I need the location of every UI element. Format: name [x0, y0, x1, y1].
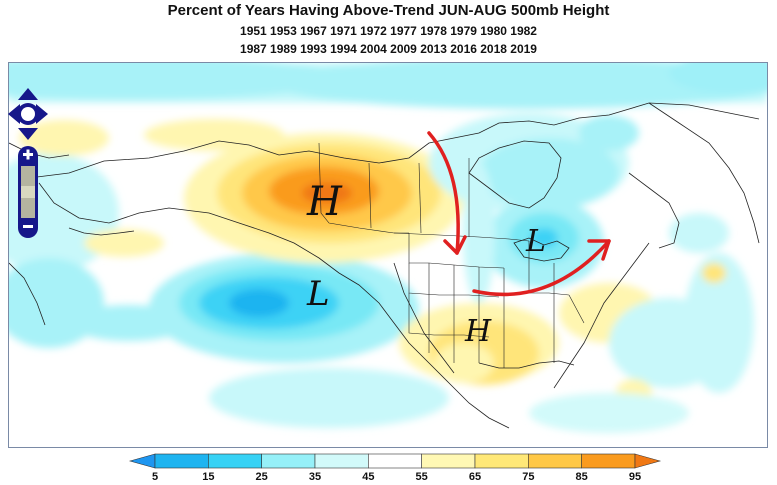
legend-tick-label: 15 — [202, 471, 215, 483]
alaska-high-label: H — [306, 179, 343, 225]
years-list-line-1: 1951 1953 1967 1971 1972 1977 1978 1979 … — [240, 24, 537, 38]
northerly-flow-arrow — [427, 131, 460, 255]
height-anomaly-map: H L L H — [9, 63, 767, 433]
legend-swatch — [581, 453, 636, 469]
shading-layer — [9, 63, 767, 433]
legend-tick-label: 35 — [308, 471, 322, 483]
color-legend — [128, 453, 662, 469]
legend-swatch — [154, 453, 209, 469]
legend-swatch — [261, 453, 316, 469]
legend-swatch — [368, 453, 422, 469]
pan-up-icon[interactable] — [18, 88, 38, 100]
legend-tick-label: 65 — [468, 471, 482, 483]
legend-tick-label: 85 — [575, 471, 588, 483]
legend-min-arrow — [128, 453, 156, 469]
pan-right-icon[interactable] — [36, 104, 48, 124]
pacific-low-label: L — [306, 274, 330, 314]
map-panel[interactable]: H L L H — [8, 62, 768, 448]
arrow-head-south — [443, 235, 467, 255]
legend-tick-label: 55 — [415, 471, 428, 483]
pressure-labels: H L L H — [306, 179, 546, 349]
legend-swatch — [208, 453, 262, 469]
great-lakes-low-label: L — [525, 224, 546, 259]
map-title: Percent of Years Having Above-Trend JUN-… — [167, 2, 610, 19]
southwest-flow-arrow — [472, 239, 611, 297]
legend-tick-label: 25 — [255, 471, 268, 483]
mexico-high-label: H — [464, 314, 492, 349]
flow-arrows — [427, 131, 611, 297]
pan-left-icon[interactable] — [8, 104, 20, 124]
map-navigation-control — [8, 88, 48, 238]
years-list-line-2: 1987 1989 1993 1994 2004 2009 2013 2016 … — [240, 42, 537, 56]
legend-swatch — [421, 453, 476, 469]
legend-tick-label: 5 — [151, 471, 159, 483]
legend-swatch — [528, 453, 582, 469]
legend-max-arrow — [634, 453, 662, 469]
legend-tick-label: 95 — [628, 471, 642, 483]
legend-tick-label: 45 — [362, 471, 375, 483]
arrow-head-northeast — [587, 239, 611, 261]
zoom-out-icon[interactable] — [23, 225, 33, 228]
legend-swatch — [474, 453, 529, 469]
legend-swatch — [314, 453, 369, 469]
political-borders — [318, 142, 585, 368]
coastlines — [9, 102, 760, 429]
legend-tick-label: 75 — [522, 471, 535, 483]
pan-down-icon[interactable] — [18, 128, 38, 140]
